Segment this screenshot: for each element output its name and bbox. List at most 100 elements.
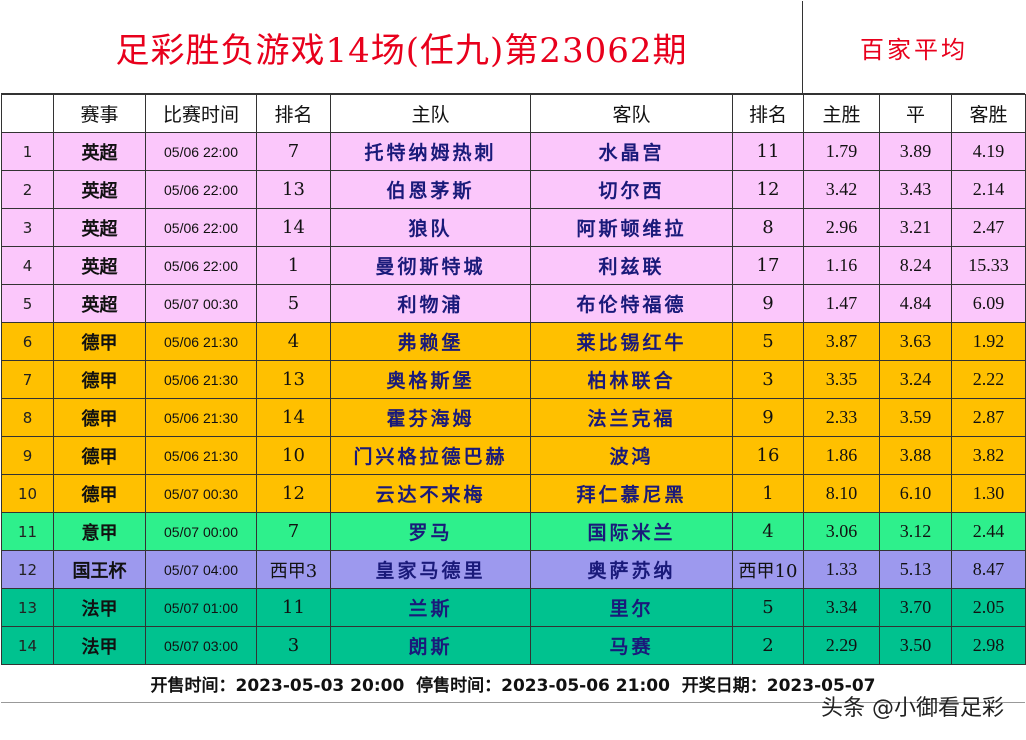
home-team: 弗赖堡 [330,322,531,361]
away-rank: 9 [732,398,804,437]
draw-odds: 4.84 [879,284,952,323]
home-rank: 13 [256,360,331,399]
match-number: 10 [1,474,54,513]
match-time: 05/06 22:00 [145,208,257,247]
table-row: 12 国王杯 05/07 04:00 西甲3 皇家马德里 奥萨苏纳 西甲10 1.33 5.13… [1,550,1026,589]
home-team: 狼队 [330,208,531,247]
draw-odds: 3.89 [879,132,952,171]
table-row: 7 德甲 05/06 21:30 13 奥格斯堡 柏林联合 3 3.35 3.24 2.22 [1,360,1026,399]
match-number: 6 [1,322,54,361]
home-win-odds: 3.42 [803,170,880,209]
table-row: 14 法甲 05/07 03:00 3 朗斯 马赛 2 2.29 3.50 2.98 [1,626,1026,665]
table-row: 1 英超 05/06 22:00 7 托特纳姆热刺 水晶宫 11 1.79 3.89 4.19 [1,132,1026,171]
match-time: 05/06 21:30 [145,436,257,475]
home-win-odds: 3.34 [803,588,880,627]
away-win-odds: 3.82 [951,436,1026,475]
home-win-odds: 2.33 [803,398,880,437]
watermark: 头条 @小御看足彩 [821,696,1004,721]
home-win-odds: 1.33 [803,550,880,589]
away-win-odds: 4.19 [951,132,1026,171]
home-win-odds: 1.86 [803,436,880,475]
home-win-odds: 1.79 [803,132,880,171]
match-time: 05/07 01:00 [145,588,257,627]
header-draw: 平 [879,94,952,133]
match-time: 05/06 22:00 [145,246,257,285]
match-time: 05/06 21:30 [145,360,257,399]
sale-start-time: 开售时间：2023-05-03 20:00 [150,675,405,696]
table-row: 3 英超 05/06 22:00 14 狼队 阿斯顿维拉 8 2.96 3.21 2.47 [1,208,1026,247]
table-row: 10 德甲 05/07 00:30 12 云达不来梅 拜仁慕尼黑 1 8.10 6.10 1.30 [1,474,1026,513]
match-time: 05/07 00:30 [145,474,257,513]
home-rank: 西甲3 [256,550,331,589]
match-number: 4 [1,246,54,285]
away-win-odds: 1.92 [951,322,1026,361]
average-odds-title: 百家平均 [860,35,968,64]
away-rank: 8 [732,208,804,247]
home-rank: 1 [256,246,331,285]
away-rank: 3 [732,360,804,399]
away-rank: 西甲10 [732,550,804,589]
away-rank: 4 [732,512,804,551]
league: 德甲 [53,322,146,361]
header-home-team: 主队 [330,94,531,133]
match-time: 05/07 00:00 [145,512,257,551]
away-rank: 1 [732,474,804,513]
sale-stop-time: 停售时间：2023-05-06 21:00 [416,675,670,696]
away-rank: 16 [732,436,804,475]
match-time: 05/07 03:00 [145,626,257,665]
league: 英超 [53,246,146,285]
away-team: 莱比锡红牛 [530,322,733,361]
away-win-odds: 15.33 [951,246,1026,285]
home-team: 云达不来梅 [330,474,531,513]
league: 法甲 [53,626,146,665]
home-win-odds: 3.35 [803,360,880,399]
league: 德甲 [53,474,146,513]
match-number: 3 [1,208,54,247]
away-team: 法兰克福 [530,398,733,437]
home-team: 兰斯 [330,588,531,627]
home-team: 门兴格拉德巴赫 [330,436,531,475]
away-team: 波鸿 [530,436,733,475]
match-time: 05/07 00:30 [145,284,257,323]
home-win-odds: 1.16 [803,246,880,285]
header-row: 赛事 比赛时间 排名 主队 客队 排名 主胜 平 客胜 [1,94,1026,133]
match-number: 7 [1,360,54,399]
header-home-win: 主胜 [803,94,880,133]
home-win-odds: 3.06 [803,512,880,551]
home-rank: 13 [256,170,331,209]
away-win-odds: 2.05 [951,588,1026,627]
draw-date: 开奖日期：2023-05-07 [681,675,876,696]
draw-odds: 3.21 [879,208,952,247]
home-win-odds: 2.29 [803,626,880,665]
sale-info-footer: 开售时间：2023-05-03 20:00 停售时间：2023-05-06 21… [1,664,1025,703]
home-win-odds: 2.96 [803,208,880,247]
match-number: 12 [1,550,54,589]
draw-odds: 3.24 [879,360,952,399]
table-row: 5 英超 05/07 00:30 5 利物浦 布伦特福德 9 1.47 4.84 6.09 [1,284,1026,323]
home-rank: 5 [256,284,331,323]
home-team: 托特纳姆热刺 [330,132,531,171]
away-team: 切尔西 [530,170,733,209]
header-league: 赛事 [53,94,146,133]
league: 英超 [53,170,146,209]
draw-odds: 3.59 [879,398,952,437]
home-team: 奥格斯堡 [330,360,531,399]
away-win-odds: 8.47 [951,550,1026,589]
home-win-odds: 1.47 [803,284,880,323]
draw-odds: 3.70 [879,588,952,627]
home-team: 霍芬海姆 [330,398,531,437]
match-number: 5 [1,284,54,323]
match-number: 9 [1,436,54,475]
draw-odds: 3.12 [879,512,952,551]
match-number: 1 [1,132,54,171]
table-row: 13 法甲 05/07 01:00 11 兰斯 里尔 5 3.34 3.70 2.05 [1,588,1026,627]
header-home-rank: 排名 [256,94,331,133]
away-team: 利兹联 [530,246,733,285]
table-row: 6 德甲 05/06 21:30 4 弗赖堡 莱比锡红牛 5 3.87 3.63 1.92 [1,322,1026,361]
home-team: 朗斯 [330,626,531,665]
home-rank: 14 [256,208,331,247]
league: 英超 [53,208,146,247]
away-rank: 12 [732,170,804,209]
away-win-odds: 6.09 [951,284,1026,323]
match-number: 14 [1,626,54,665]
